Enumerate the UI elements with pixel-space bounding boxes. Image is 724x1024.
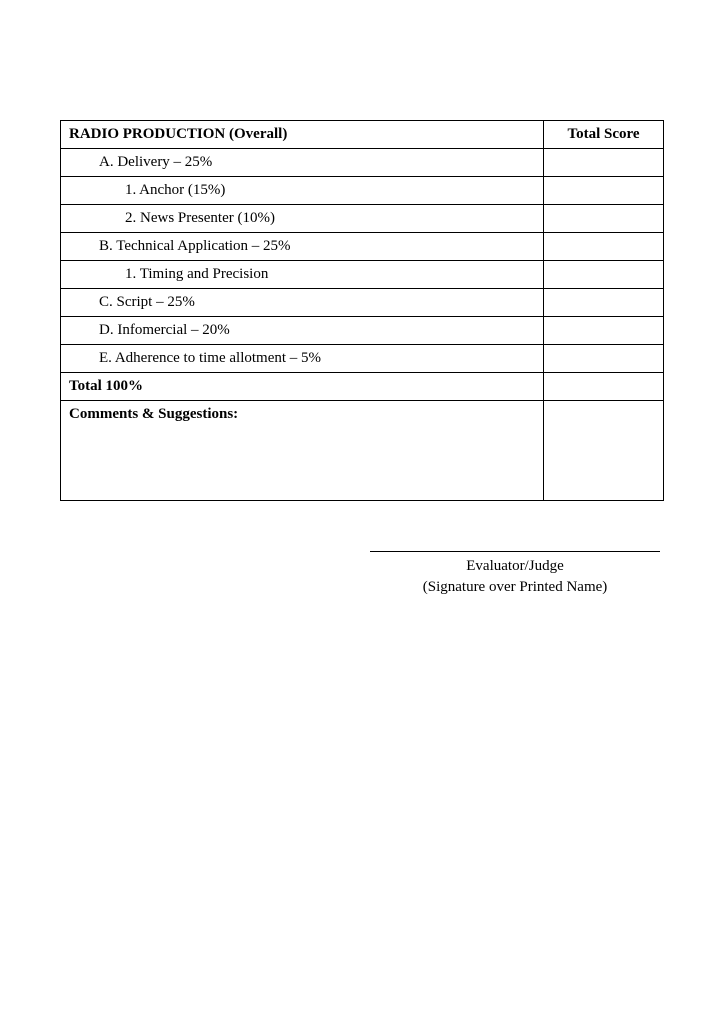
score-cell [544,289,664,317]
comments-label: Comments & Suggestions: [61,401,544,501]
header-score: Total Score [544,121,664,149]
comments-row: Comments & Suggestions: [61,401,664,501]
table-row: B. Technical Application – 25% [61,233,664,261]
criteria-cell: C. Script – 25% [61,289,544,317]
signature-line [370,551,660,552]
total-label: Total 100% [61,373,544,401]
criteria-cell: 2. News Presenter (10%) [61,205,544,233]
criteria-cell: B. Technical Application – 25% [61,233,544,261]
table-row: 1. Anchor (15%) [61,177,664,205]
score-cell [544,205,664,233]
score-cell [544,261,664,289]
criteria-text: 1. Anchor (15%) [69,182,225,198]
criteria-cell: E. Adherence to time allotment – 5% [61,345,544,373]
signature-title: Evaluator/Judge [370,556,660,577]
rubric-table: RADIO PRODUCTION (Overall) Total Score A… [60,120,664,501]
total-row: Total 100% [61,373,664,401]
criteria-text: A. Delivery – 25% [69,154,212,170]
criteria-cell: A. Delivery – 25% [61,149,544,177]
table-row: A. Delivery – 25% [61,149,664,177]
table-row: E. Adherence to time allotment – 5% [61,345,664,373]
score-cell [544,317,664,345]
table-header-row: RADIO PRODUCTION (Overall) Total Score [61,121,664,149]
criteria-cell: D. Infomercial – 20% [61,317,544,345]
criteria-text: D. Infomercial – 20% [69,322,230,338]
total-score-cell [544,373,664,401]
score-cell [544,149,664,177]
criteria-text: B. Technical Application – 25% [69,238,291,254]
criteria-text: 1. Timing and Precision [69,266,268,282]
criteria-cell: 1. Anchor (15%) [61,177,544,205]
signature-block: Evaluator/Judge (Signature over Printed … [370,551,660,598]
table-row: C. Script – 25% [61,289,664,317]
comments-score-cell [544,401,664,501]
signature-subtitle: (Signature over Printed Name) [370,577,660,598]
criteria-text: C. Script – 25% [69,294,195,310]
table-row: D. Infomercial – 20% [61,317,664,345]
table-row: 2. News Presenter (10%) [61,205,664,233]
criteria-cell: 1. Timing and Precision [61,261,544,289]
table-row: 1. Timing and Precision [61,261,664,289]
criteria-text: 2. News Presenter (10%) [69,210,275,226]
score-cell [544,345,664,373]
criteria-text: E. Adherence to time allotment – 5% [69,350,321,366]
header-criteria: RADIO PRODUCTION (Overall) [61,121,544,149]
score-cell [544,177,664,205]
score-cell [544,233,664,261]
